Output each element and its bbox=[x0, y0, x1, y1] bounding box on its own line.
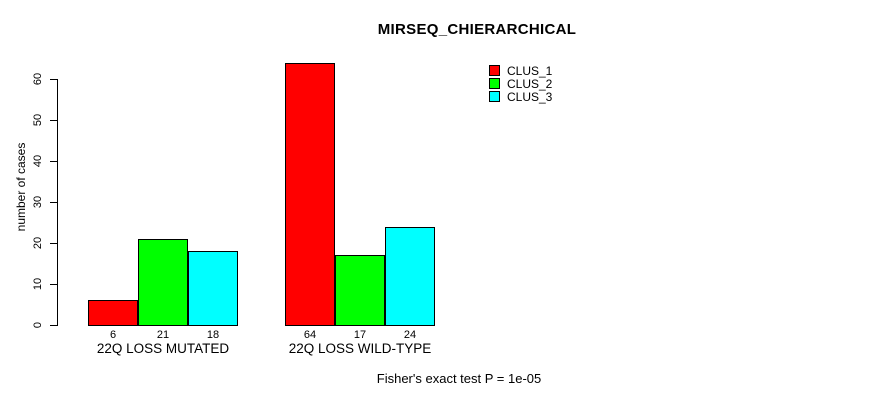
y-axis-tick bbox=[50, 283, 57, 285]
category-label: 22Q LOSS MUTATED bbox=[96, 341, 230, 356]
y-tick-label: 40 bbox=[32, 154, 44, 168]
bar-value-label: 64 bbox=[303, 329, 317, 341]
y-tick-label: 50 bbox=[32, 113, 44, 127]
bar-value-label: 18 bbox=[206, 329, 220, 341]
y-tick-label: 30 bbox=[32, 195, 44, 209]
category-label: 22Q LOSS WILD-TYPE bbox=[288, 341, 432, 356]
y-tick-label: 60 bbox=[32, 72, 44, 86]
bar-value-label: 21 bbox=[156, 329, 170, 341]
y-axis-tick bbox=[50, 242, 57, 244]
y-axis-tick bbox=[50, 201, 57, 203]
y-axis-tick bbox=[50, 119, 57, 121]
legend-label-clus_2: CLUS_2 bbox=[507, 77, 553, 91]
y-axis-label: number of cases bbox=[14, 142, 28, 232]
y-tick-label: 20 bbox=[32, 236, 44, 250]
bar-value-label: 6 bbox=[109, 329, 117, 341]
legend-label-clus_1: CLUS_1 bbox=[507, 64, 553, 78]
legend-swatch-clus_3 bbox=[489, 91, 500, 102]
bar-value-label: 17 bbox=[353, 329, 367, 341]
y-tick-label: 10 bbox=[32, 277, 44, 291]
bar-clus_3-group2 bbox=[385, 226, 435, 326]
fisher-test-annotation: Fisher's exact test P = 1e-05 bbox=[376, 371, 542, 386]
bar-clus_1-group1 bbox=[88, 300, 138, 326]
bar-clus_2-group1 bbox=[138, 238, 188, 326]
y-axis-tick bbox=[50, 78, 57, 80]
legend-label-clus_3: CLUS_3 bbox=[507, 90, 553, 104]
y-tick-label: 0 bbox=[32, 321, 44, 329]
legend-swatch-clus_2 bbox=[489, 78, 500, 89]
y-axis-line bbox=[57, 79, 58, 326]
bar-clus_2-group2 bbox=[335, 255, 385, 326]
chart-title: MIRSEQ_CHIERARCHICAL bbox=[377, 21, 577, 38]
bar-value-label: 24 bbox=[403, 329, 417, 341]
y-axis-tick bbox=[50, 160, 57, 162]
legend-swatch-clus_1 bbox=[489, 65, 500, 76]
bar-clus_1-group2 bbox=[285, 62, 335, 326]
y-axis-tick bbox=[50, 324, 57, 326]
bar-clus_3-group1 bbox=[188, 251, 238, 326]
